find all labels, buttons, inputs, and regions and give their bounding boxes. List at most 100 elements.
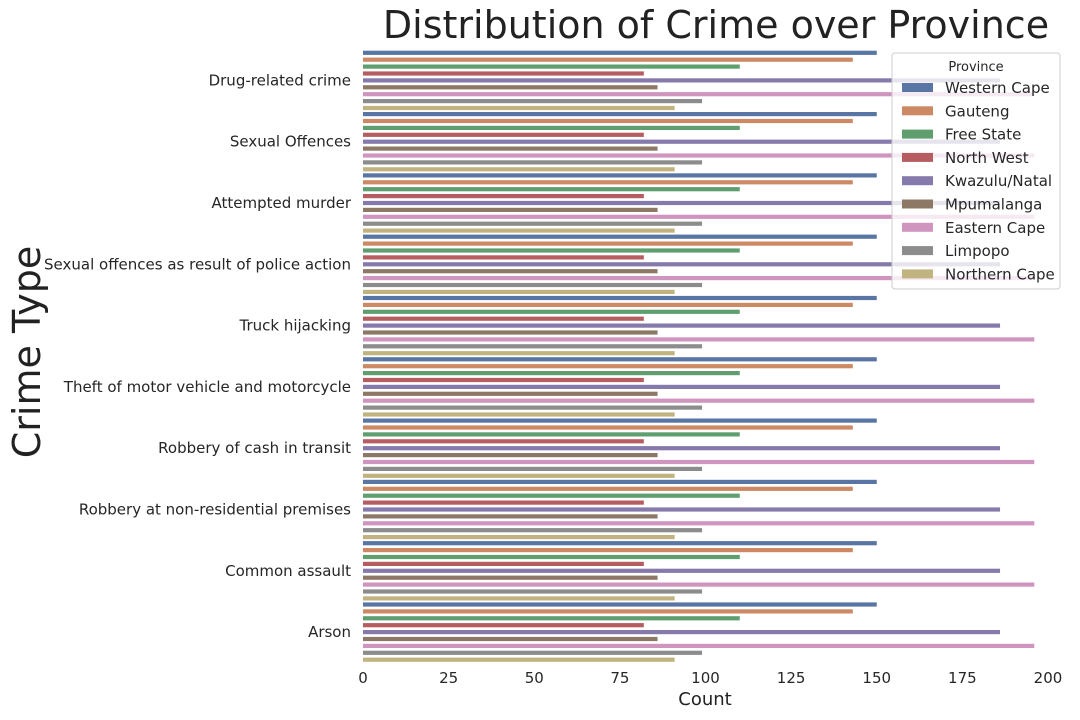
bar xyxy=(363,364,853,369)
bar xyxy=(363,112,877,117)
bar xyxy=(363,479,877,484)
bar xyxy=(363,160,703,165)
y-tick-label: Theft of motor vehicle and motorcycle xyxy=(63,378,351,396)
y-tick-label: Robbery of cash in transit xyxy=(158,439,351,457)
legend-swatch xyxy=(902,269,933,279)
legend-items: Western Cape Gauteng Free State North West K… xyxy=(902,79,1055,283)
bar xyxy=(363,269,658,274)
bar xyxy=(363,535,675,540)
legend-swatch xyxy=(902,222,933,232)
bar xyxy=(363,657,675,662)
bar xyxy=(363,92,1035,97)
bar xyxy=(363,228,675,233)
bar xyxy=(363,295,877,301)
legend-swatch xyxy=(902,152,933,162)
bar xyxy=(363,132,644,137)
bar xyxy=(363,50,877,55)
bar xyxy=(363,418,877,423)
bar xyxy=(363,521,1035,526)
bar xyxy=(363,262,1001,267)
bar xyxy=(363,405,703,410)
bar xyxy=(363,453,658,458)
y-tick-label: Arson xyxy=(308,623,351,641)
bar xyxy=(363,146,658,151)
bar xyxy=(363,377,644,383)
x-tick-label: 0 xyxy=(358,669,368,687)
bar xyxy=(363,276,1035,281)
legend-label: Gauteng xyxy=(945,102,1009,120)
bar xyxy=(363,187,740,192)
bar xyxy=(363,207,658,212)
bar xyxy=(363,173,877,178)
bar xyxy=(363,85,658,90)
bar xyxy=(363,548,853,553)
bar xyxy=(363,214,1035,219)
bar xyxy=(363,351,675,356)
bar xyxy=(363,575,658,580)
bar xyxy=(363,200,1001,206)
bar xyxy=(363,561,644,566)
legend-label: Western Cape xyxy=(945,79,1050,97)
bar xyxy=(363,337,1035,342)
bar xyxy=(363,582,1035,587)
bar xyxy=(363,459,1035,465)
legend-swatch xyxy=(902,129,933,139)
bar xyxy=(363,289,675,294)
bar xyxy=(363,125,740,130)
bar xyxy=(363,221,703,226)
bar xyxy=(363,71,644,76)
legend-swatch xyxy=(902,199,933,209)
bar xyxy=(363,623,644,628)
legend-swatch xyxy=(902,83,933,92)
bar xyxy=(363,64,740,69)
bar xyxy=(363,309,740,314)
bar xyxy=(363,636,658,642)
x-tick-label: 75 xyxy=(610,669,629,687)
legend-label: Eastern Cape xyxy=(945,219,1045,237)
x-tick-label: 25 xyxy=(439,669,458,687)
y-tick-label: Robbery at non-residential premises xyxy=(79,501,351,519)
bar xyxy=(363,596,675,601)
legend-label: Northern Cape xyxy=(945,265,1055,283)
bar xyxy=(363,398,1035,403)
bar xyxy=(363,650,703,655)
bar xyxy=(363,302,853,307)
bar xyxy=(363,118,853,124)
bar xyxy=(363,493,740,498)
bar xyxy=(363,541,877,546)
x-tick-label: 150 xyxy=(862,669,891,687)
y-tick-label: Sexual Offences xyxy=(230,133,351,151)
bar xyxy=(363,643,1035,648)
bar xyxy=(363,514,658,519)
legend-swatch xyxy=(902,176,933,186)
y-tick-label: Truck hijacking xyxy=(239,317,352,335)
y-tick-label: Drug-related crime xyxy=(209,71,351,89)
bar xyxy=(363,466,703,471)
bar xyxy=(363,391,658,396)
bar xyxy=(363,99,703,104)
bar xyxy=(363,180,853,185)
bar xyxy=(363,371,740,376)
bar xyxy=(363,194,644,199)
chart-title: Distribution of Crime over Province xyxy=(383,3,1049,47)
bar xyxy=(363,282,703,288)
bar xyxy=(363,439,644,444)
bar xyxy=(363,630,1001,635)
bar xyxy=(363,528,703,533)
y-axis-label: Crime Type xyxy=(5,246,49,458)
legend-label: North West xyxy=(945,149,1029,167)
bar xyxy=(363,234,877,239)
legend-label: Kwazulu/Natal xyxy=(945,172,1052,190)
legend: Province Western Cape Gauteng Free State No… xyxy=(891,52,1061,290)
x-axis-label: Count xyxy=(678,689,731,710)
x-tick-labels: 0 25 50 75 100 125 150 175 200 xyxy=(358,669,1062,687)
bar xyxy=(363,609,853,614)
x-tick-label: 175 xyxy=(948,669,977,687)
bar xyxy=(363,241,853,246)
bar xyxy=(363,344,703,349)
legend-label: Mpumalanga xyxy=(945,196,1042,214)
bar xyxy=(363,500,644,505)
bar xyxy=(363,316,644,321)
bar xyxy=(363,330,658,335)
